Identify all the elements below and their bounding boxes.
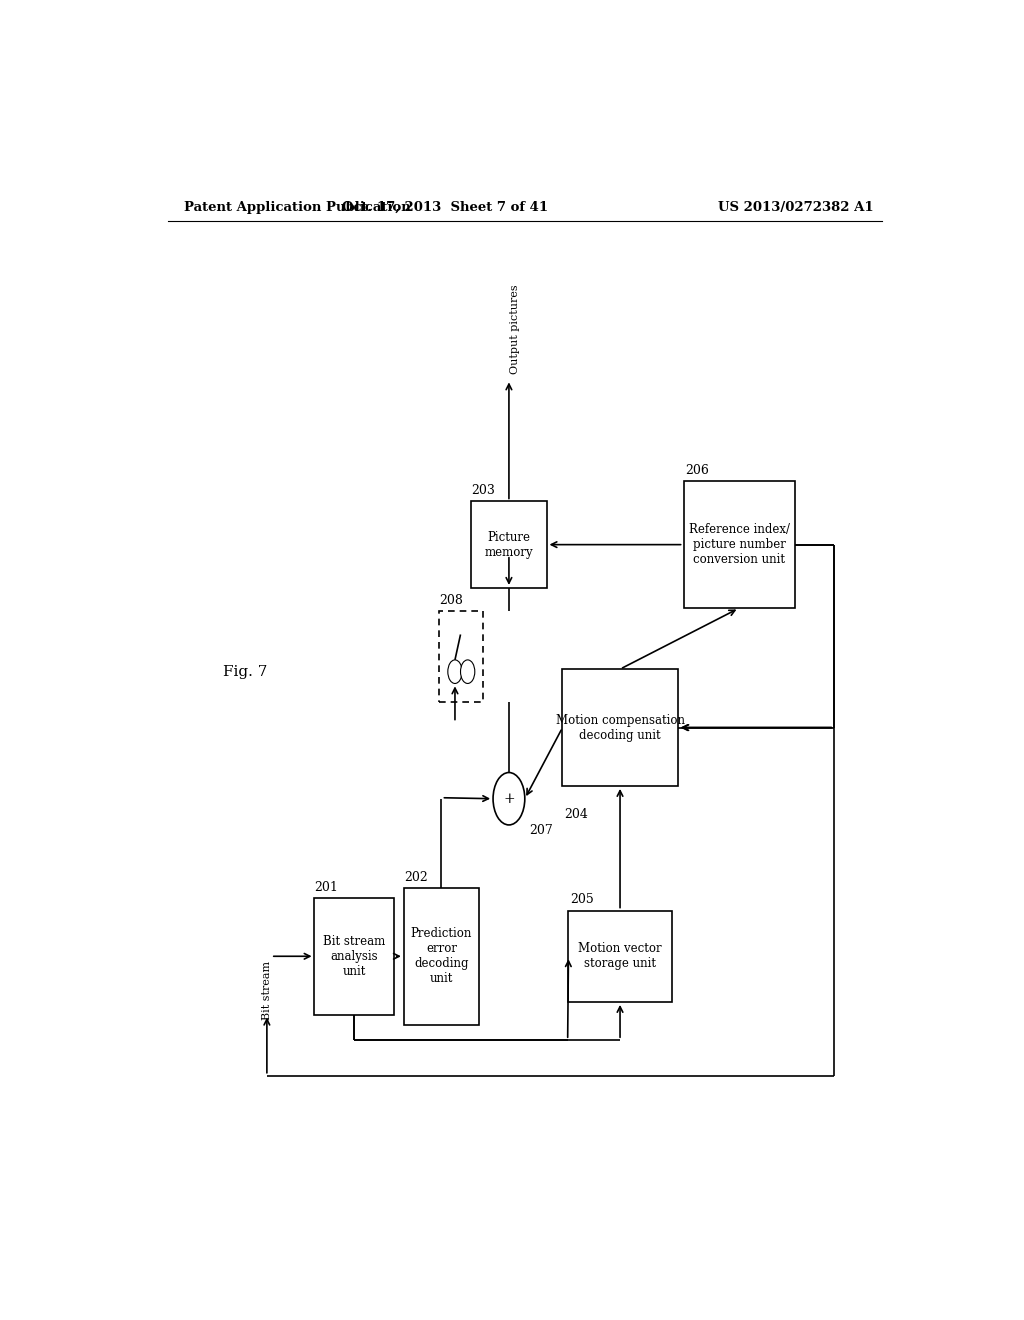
Text: Output pictures: Output pictures [510, 285, 520, 375]
Text: Bit stream: Bit stream [262, 961, 272, 1020]
Ellipse shape [447, 660, 462, 684]
Text: 205: 205 [570, 894, 594, 907]
Text: Reference index/
picture number
conversion unit: Reference index/ picture number conversi… [688, 523, 790, 566]
FancyBboxPatch shape [314, 898, 394, 1015]
Text: US 2013/0272382 A1: US 2013/0272382 A1 [719, 201, 873, 214]
FancyBboxPatch shape [471, 502, 547, 587]
FancyBboxPatch shape [568, 911, 672, 1002]
Text: 204: 204 [564, 808, 588, 821]
Ellipse shape [461, 660, 475, 684]
Text: 207: 207 [528, 824, 553, 837]
FancyBboxPatch shape [684, 480, 795, 609]
Text: 201: 201 [314, 880, 338, 894]
Text: Fig. 7: Fig. 7 [223, 665, 267, 678]
Text: 202: 202 [403, 871, 428, 883]
Text: Oct. 17, 2013  Sheet 7 of 41: Oct. 17, 2013 Sheet 7 of 41 [342, 201, 549, 214]
Text: 203: 203 [471, 484, 496, 498]
Text: 208: 208 [439, 594, 464, 607]
FancyBboxPatch shape [562, 669, 678, 785]
Text: Motion compensation
decoding unit: Motion compensation decoding unit [556, 714, 684, 742]
Ellipse shape [494, 772, 524, 825]
FancyBboxPatch shape [403, 887, 479, 1024]
Text: Patent Application Publication: Patent Application Publication [183, 201, 411, 214]
Text: Picture
memory: Picture memory [484, 531, 534, 558]
Text: 206: 206 [685, 465, 709, 477]
Text: Prediction
error
decoding
unit: Prediction error decoding unit [411, 927, 472, 985]
FancyBboxPatch shape [439, 611, 483, 702]
Text: +: + [503, 792, 515, 805]
Text: Bit stream
analysis
unit: Bit stream analysis unit [323, 935, 385, 978]
Text: Motion vector
storage unit: Motion vector storage unit [579, 942, 662, 970]
